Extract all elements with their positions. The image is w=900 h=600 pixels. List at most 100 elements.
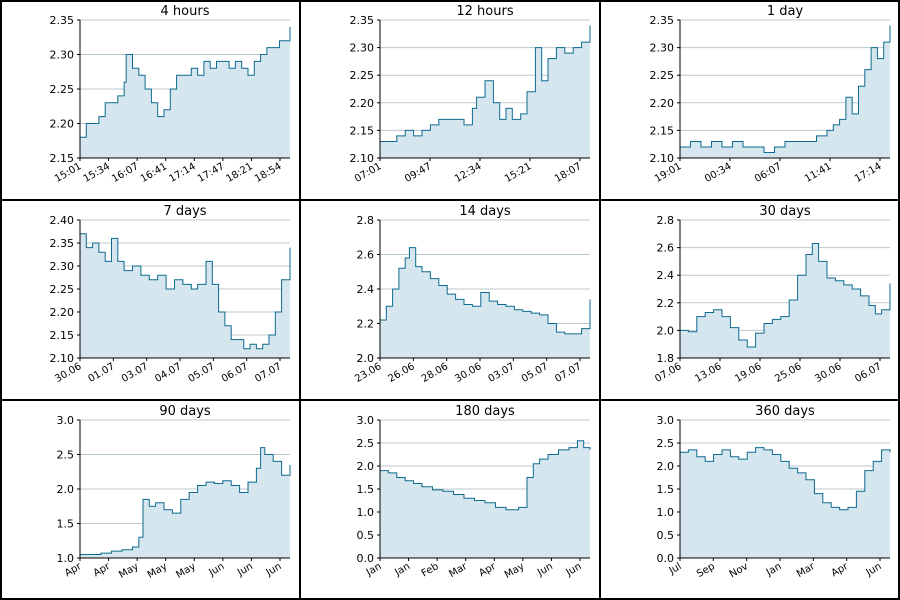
x-tick-label: 03.07 bbox=[487, 361, 517, 385]
x-tick-label: Mar bbox=[447, 561, 470, 580]
x-tick-label: 16:41 bbox=[139, 161, 169, 185]
y-tick-label: 2.0 bbox=[657, 324, 675, 337]
series-line bbox=[380, 25, 591, 142]
x-tick-label: 17:14 bbox=[167, 161, 197, 185]
y-tick-label: 2.30 bbox=[50, 49, 75, 62]
y-tick-label: 2.35 bbox=[50, 14, 75, 27]
y-tick-label: 2.15 bbox=[350, 124, 375, 137]
x-tick-label: Sep bbox=[695, 561, 717, 580]
y-tick-label: 2.40 bbox=[50, 214, 75, 227]
chart-panel-2: 1 day 2.10 2.15 2.20 2.25 2.30 2.35 19:01 00:34 0… bbox=[600, 0, 900, 200]
series-line bbox=[80, 26, 291, 138]
panel-divider bbox=[0, 399, 900, 401]
y-tick-label: 2.5 bbox=[357, 437, 375, 450]
chart-panel-5: 30 days 1.8 2.0 2.2 2.4 2.6 2.8 07.06 13.06 19.06… bbox=[600, 200, 900, 400]
series-line bbox=[680, 242, 891, 348]
chart-title: 90 days bbox=[159, 404, 211, 419]
x-tick-label: 18:07 bbox=[553, 161, 583, 185]
panel-divider bbox=[599, 0, 601, 600]
x-tick-label: 06:07 bbox=[753, 161, 783, 185]
y-tick-label: 2.10 bbox=[350, 152, 375, 165]
y-tick-label: 2.4 bbox=[657, 269, 675, 282]
series-line bbox=[80, 233, 291, 350]
y-tick-label: 2.10 bbox=[650, 152, 675, 165]
panel-divider bbox=[0, 598, 900, 600]
x-tick-label: Apr bbox=[92, 561, 113, 580]
x-tick-label: 07.07 bbox=[553, 361, 583, 385]
panel-divider bbox=[0, 0, 2, 600]
y-tick-label: 2.35 bbox=[350, 14, 375, 27]
x-tick-label: May bbox=[174, 561, 197, 581]
x-tick-label: 15:21 bbox=[503, 161, 533, 185]
x-tick-label: Jan bbox=[764, 561, 784, 579]
y-tick-label: 2.4 bbox=[357, 283, 375, 296]
chart-svg: 4 hours2.152.202.252.302.3515:0115:3416:… bbox=[50, 4, 291, 185]
series-line bbox=[680, 447, 891, 511]
y-tick-label: 2.0 bbox=[57, 483, 75, 496]
y-tick-label: 2.20 bbox=[350, 97, 375, 110]
x-tick-label: 05.07 bbox=[520, 361, 550, 385]
y-tick-label: 2.25 bbox=[650, 69, 675, 82]
y-tick-label: 2.6 bbox=[657, 242, 675, 255]
x-tick-label: May bbox=[146, 561, 169, 581]
y-tick-label: 3.0 bbox=[57, 414, 75, 427]
x-tick-label: Apr bbox=[477, 561, 498, 580]
panel-divider bbox=[0, 0, 900, 2]
x-tick-label: 17:14 bbox=[853, 161, 883, 185]
y-tick-label: 2.15 bbox=[650, 124, 675, 137]
x-tick-label: 15:34 bbox=[82, 161, 112, 185]
x-tick-label: 07.07 bbox=[253, 361, 283, 385]
y-tick-label: 1.0 bbox=[357, 506, 375, 519]
x-tick-label: Mar bbox=[795, 561, 818, 580]
y-tick-label: 2.0 bbox=[657, 460, 675, 473]
series-line bbox=[80, 447, 291, 556]
chart-panel-7: 180 days 0.0 0.5 1.0 1.5 2.0 2.5 3.0 Jan Jan Feb Ma… bbox=[300, 400, 600, 600]
y-tick-label: 2.35 bbox=[650, 14, 675, 27]
y-tick-label: 3.0 bbox=[657, 414, 675, 427]
x-tick-label: Jun bbox=[564, 561, 584, 579]
y-tick-label: 2.35 bbox=[50, 237, 75, 250]
chart-panel-4: 14 days 2.0 2.2 2.4 2.6 2.8 23.06 26.06 28.06 30.… bbox=[300, 200, 600, 400]
x-tick-label: 13.06 bbox=[693, 361, 723, 385]
x-tick-label: 09:47 bbox=[403, 161, 433, 185]
series-line bbox=[380, 440, 591, 511]
panel-divider bbox=[299, 0, 301, 600]
x-tick-label: May bbox=[503, 561, 526, 581]
y-tick-label: 2.25 bbox=[50, 83, 75, 96]
y-tick-label: 2.20 bbox=[50, 306, 75, 319]
x-tick-label: 26.06 bbox=[387, 361, 417, 385]
series-area bbox=[80, 233, 290, 358]
x-tick-label: 06.07 bbox=[853, 361, 883, 385]
y-tick-label: 2.25 bbox=[350, 69, 375, 82]
y-tick-label: 2.15 bbox=[50, 329, 75, 342]
series-line bbox=[380, 247, 591, 335]
y-tick-label: 2.6 bbox=[357, 249, 375, 262]
x-tick-label: Jun bbox=[535, 561, 555, 579]
x-tick-label: 30.06 bbox=[453, 361, 483, 385]
y-tick-label: 1.5 bbox=[57, 518, 75, 531]
x-tick-label: 16:07 bbox=[110, 161, 140, 185]
chart-panel-8: 360 days 0.0 0.5 1.0 1.5 2.0 2.5 3.0 Jul Sep Nov Ja… bbox=[600, 400, 900, 600]
y-tick-label: 2.8 bbox=[657, 214, 675, 227]
chart-panel-0: 4 hours 2.15 2.20 2.25 2.30 2.35 15:01 15:34 16:… bbox=[0, 0, 300, 200]
y-tick-label: 2.15 bbox=[50, 152, 75, 165]
x-tick-label: 04.07 bbox=[153, 361, 183, 385]
x-tick-label: Jun bbox=[864, 561, 884, 579]
chart-title: 14 days bbox=[459, 204, 511, 219]
x-tick-label: 18:21 bbox=[224, 161, 254, 185]
chart-title: 180 days bbox=[455, 404, 515, 419]
chart-panel-1: 12 hours 2.10 2.15 2.20 2.25 2.30 2.35 07:01 09:… bbox=[300, 0, 600, 200]
x-tick-label: 28.06 bbox=[420, 361, 450, 385]
x-tick-label: Jun bbox=[264, 561, 284, 579]
x-tick-label: Jan bbox=[392, 561, 412, 579]
series-line bbox=[680, 25, 891, 153]
y-tick-label: 1.5 bbox=[657, 483, 675, 496]
y-tick-label: 2.30 bbox=[650, 42, 675, 55]
